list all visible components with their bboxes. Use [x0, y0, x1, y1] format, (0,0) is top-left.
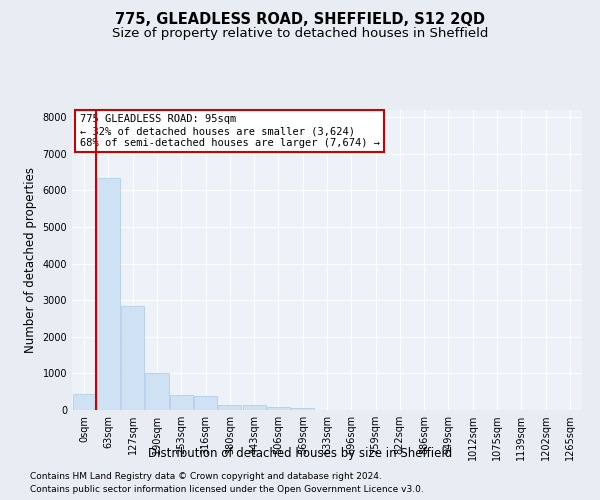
Bar: [218, 404, 241, 410]
Bar: [145, 374, 169, 410]
Text: Size of property relative to detached houses in Sheffield: Size of property relative to detached ho…: [112, 28, 488, 40]
Text: 775 GLEADLESS ROAD: 95sqm
← 32% of detached houses are smaller (3,624)
68% of se: 775 GLEADLESS ROAD: 95sqm ← 32% of detac…: [80, 114, 380, 148]
Bar: [73, 394, 95, 410]
Bar: [242, 405, 266, 410]
Bar: [194, 396, 217, 410]
Bar: [97, 178, 120, 410]
Text: 775, GLEADLESS ROAD, SHEFFIELD, S12 2QD: 775, GLEADLESS ROAD, SHEFFIELD, S12 2QD: [115, 12, 485, 28]
Bar: [121, 306, 144, 410]
Text: Distribution of detached houses by size in Sheffield: Distribution of detached houses by size …: [148, 448, 452, 460]
Bar: [170, 396, 193, 410]
Bar: [291, 408, 314, 410]
Y-axis label: Number of detached properties: Number of detached properties: [24, 167, 37, 353]
Text: Contains public sector information licensed under the Open Government Licence v3: Contains public sector information licen…: [30, 485, 424, 494]
Bar: [267, 407, 290, 410]
Text: Contains HM Land Registry data © Crown copyright and database right 2024.: Contains HM Land Registry data © Crown c…: [30, 472, 382, 481]
